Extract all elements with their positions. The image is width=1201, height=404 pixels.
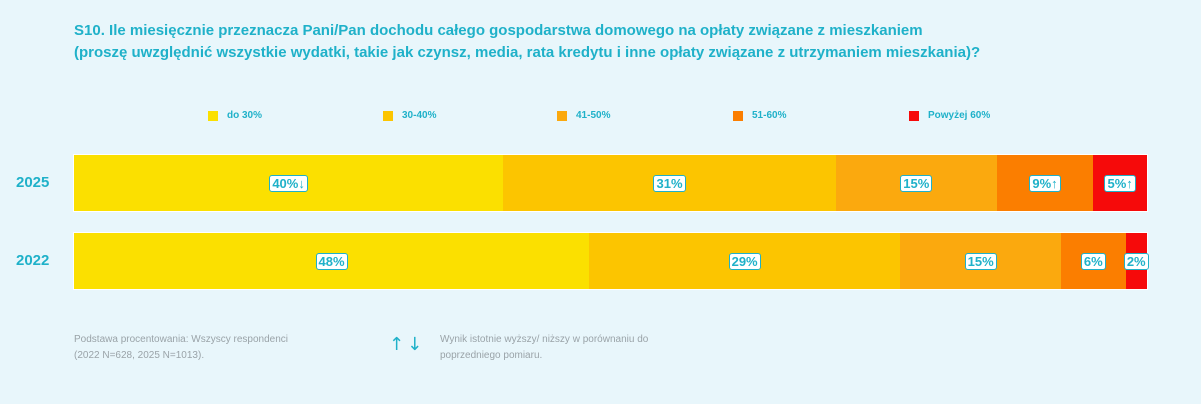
- bar-segment: 15%: [835, 155, 997, 211]
- significance-arrows-icon: ↑↓: [389, 334, 426, 355]
- bar-segment: 48%: [74, 233, 590, 289]
- legend-swatch: [208, 110, 218, 121]
- chart-title-line-1: S10. Ile miesięcznie przeznacza Pani/Pan…: [74, 22, 923, 39]
- bar-segment: 6%: [1061, 233, 1126, 289]
- significance-note-line-2: poprzedniego pomiaru.: [440, 350, 543, 361]
- legend-item: Powyżej 60%: [909, 110, 990, 121]
- chart-title-line-2: (proszę uwzględnić wszystkie wydatki, ta…: [74, 44, 981, 61]
- data-label: 48%: [315, 252, 348, 270]
- bar-segment: 15%: [900, 233, 1062, 289]
- legend-swatch: [383, 110, 393, 121]
- legend-label: 41-50%: [576, 110, 611, 121]
- bar-segment: 31%: [503, 155, 836, 211]
- base-footnote-line-2: (2022 N=628, 2025 N=1013).: [74, 350, 205, 361]
- data-label: 40%↓: [269, 174, 308, 192]
- legend-item: 30-40%: [383, 110, 436, 121]
- chart-title: S10. Ile miesięcznie przeznacza Pani/Pan…: [74, 20, 1154, 64]
- legend-item: 41-50%: [557, 110, 610, 121]
- legend-label: Powyżej 60%: [928, 110, 991, 121]
- stacked-bar: 40%↓ 31% 15% 9%↑ 5%↑: [73, 154, 1148, 212]
- base-footnote-line-1: Podstawa procentowania: Wszyscy responde…: [74, 334, 288, 345]
- bar-segment: 29%: [589, 233, 901, 289]
- significance-note-line-1: Wynik istotnie wyższy/ niższy w porównan…: [440, 334, 649, 345]
- bar-segment: 9%↑: [996, 155, 1094, 211]
- data-label: 5%↑: [1104, 174, 1136, 192]
- data-label: 2%: [1123, 252, 1149, 270]
- legend-item: 51-60%: [733, 110, 786, 121]
- legend-label: 51-60%: [752, 110, 787, 121]
- category-label: 2025: [16, 174, 50, 191]
- legend-swatch: [557, 110, 567, 121]
- data-label: 29%: [728, 252, 761, 270]
- base-footnote: Podstawa procentowania: Wszyscy responde…: [74, 332, 288, 364]
- legend-swatch: [733, 110, 743, 121]
- legend-item: do 30%: [208, 110, 262, 121]
- legend-label: do 30%: [227, 110, 263, 121]
- bar-segment: 5%↑: [1093, 155, 1147, 211]
- category-label: 2022: [16, 252, 50, 269]
- legend-swatch: [909, 110, 919, 121]
- stacked-bar: 48% 29% 15% 6% 2%: [73, 232, 1149, 290]
- data-label: 6%: [1080, 252, 1106, 270]
- data-label: 15%: [900, 174, 933, 192]
- bar-segment: 40%↓: [74, 155, 504, 211]
- legend-label: 30-40%: [402, 110, 437, 121]
- data-label: 31%: [653, 174, 686, 192]
- significance-note: Wynik istotnie wyższy/ niższy w porównan…: [440, 332, 680, 364]
- legend: do 30% 30-40% 41-50% 51-60% Powyżej 60%: [0, 110, 1201, 126]
- data-label: 9%↑: [1029, 174, 1061, 192]
- bar-segment: 2%: [1123, 233, 1149, 289]
- data-label: 15%: [964, 252, 997, 270]
